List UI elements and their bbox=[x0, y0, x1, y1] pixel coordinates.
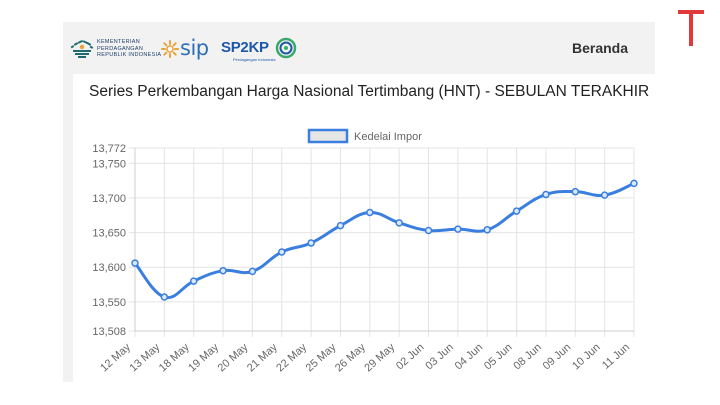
x-tick-label: 21 May bbox=[245, 341, 280, 374]
series-line bbox=[133, 181, 635, 300]
data-point[interactable] bbox=[366, 208, 374, 217]
x-tick-label: 10 Jun bbox=[570, 341, 603, 372]
nav-beranda-link[interactable]: Beranda bbox=[571, 40, 628, 56]
data-point[interactable] bbox=[219, 266, 227, 275]
x-tick-label: 18 May bbox=[157, 341, 192, 374]
data-point[interactable] bbox=[336, 221, 345, 230]
sip-sun-icon bbox=[161, 40, 179, 58]
line-chart: 13,772 13,750 13,700 13,650 13,600 13,550 13,5… bbox=[92, 128, 638, 374]
y-tick-label: 13,650 bbox=[92, 228, 126, 240]
chart-panel: Series Perkembangan Harga Nasional Terti… bbox=[73, 74, 655, 382]
data-point[interactable] bbox=[600, 191, 609, 199]
kemendag-logo[interactable]: KEMENTERIAN PERDAGANGAN REPUBLIK INDONES… bbox=[69, 37, 161, 61]
data-point[interactable] bbox=[630, 179, 638, 188]
data-point[interactable] bbox=[278, 248, 286, 256]
x-tick-label: 04 Jun bbox=[453, 341, 486, 372]
x-tick-label: 13 May bbox=[128, 341, 163, 374]
sip-label: sip bbox=[180, 36, 209, 60]
y-axis: 13,772 13,750 13,700 13,650 13,600 13,550 13,5… bbox=[92, 143, 126, 338]
x-tick-label: 02 Jun bbox=[394, 341, 427, 372]
data-point[interactable] bbox=[248, 267, 257, 276]
data-point[interactable] bbox=[454, 225, 462, 233]
data-point[interactable] bbox=[189, 277, 198, 285]
chart-title: Series Perkembangan Harga Nasional Terti… bbox=[89, 83, 650, 100]
x-tick-label: 26 May bbox=[333, 341, 368, 374]
kemendag-emblem-icon bbox=[70, 39, 94, 58]
data-point[interactable] bbox=[307, 239, 315, 247]
sip-logo[interactable]: sip bbox=[161, 36, 211, 62]
app-frame: KEMENTERIAN PERDAGANGAN REPUBLIK INDONES… bbox=[63, 22, 655, 382]
data-point[interactable] bbox=[571, 187, 580, 196]
kemendag-line-3: REPUBLIK INDONESIA bbox=[97, 52, 162, 58]
x-tick-label: 19 May bbox=[186, 341, 221, 374]
y-tick-label: 13,700 bbox=[92, 193, 126, 205]
data-point[interactable] bbox=[395, 219, 403, 227]
x-tick-label: 09 Jun bbox=[541, 341, 574, 372]
x-tick-label: 11 Jun bbox=[600, 341, 632, 371]
legend-label[interactable]: Kedelai Impor bbox=[354, 131, 422, 143]
data-point[interactable] bbox=[424, 226, 433, 235]
kemendag-line-1: KEMENTERIAN bbox=[97, 39, 141, 45]
data-point[interactable] bbox=[131, 259, 139, 267]
data-point[interactable] bbox=[160, 293, 169, 301]
x-tick-label: 20 May bbox=[216, 341, 251, 374]
chart-legend[interactable]: Kedelai Impor bbox=[307, 128, 422, 144]
sp2kp-subtitle: Perdagangan Indonesia bbox=[233, 57, 276, 62]
x-tick-label: 08 Jun bbox=[511, 341, 544, 372]
y-tick-label: 13,750 bbox=[92, 158, 126, 170]
kemendag-text: KEMENTERIAN PERDAGANGAN REPUBLIK INDONES… bbox=[97, 39, 161, 59]
top-header: KEMENTERIAN PERDAGANGAN REPUBLIK INDONES… bbox=[63, 22, 655, 74]
x-tick-label: 12 May bbox=[98, 341, 133, 374]
series-kedelai-impor bbox=[131, 179, 638, 301]
sp2kp-label: SP2KP bbox=[221, 39, 269, 56]
x-tick-label: 03 Jun bbox=[423, 341, 456, 372]
chart-grid bbox=[129, 147, 635, 337]
x-tick-label: 29 May bbox=[362, 341, 397, 374]
legend-swatch[interactable] bbox=[307, 128, 349, 144]
data-point[interactable] bbox=[483, 226, 491, 234]
x-tick-label: 22 May bbox=[274, 341, 309, 374]
data-point[interactable] bbox=[542, 190, 550, 199]
y-tick-label: 13,550 bbox=[92, 297, 126, 309]
x-tick-label: 25 May bbox=[304, 341, 339, 374]
brand-t-icon bbox=[678, 10, 704, 46]
kemendag-line-2: PERDAGANGAN bbox=[97, 45, 144, 52]
x-tick-label: 05 Jun bbox=[482, 341, 515, 372]
sp2kp-ring-icon bbox=[275, 37, 297, 59]
data-point[interactable] bbox=[512, 207, 521, 215]
sp2kp-logo[interactable]: SP2KP Perdagangan Indonesia bbox=[221, 36, 301, 64]
y-tick-label: 13,772 bbox=[92, 143, 126, 155]
y-tick-label: 13,600 bbox=[92, 262, 126, 274]
y-tick-label: 13,508 bbox=[92, 326, 126, 338]
